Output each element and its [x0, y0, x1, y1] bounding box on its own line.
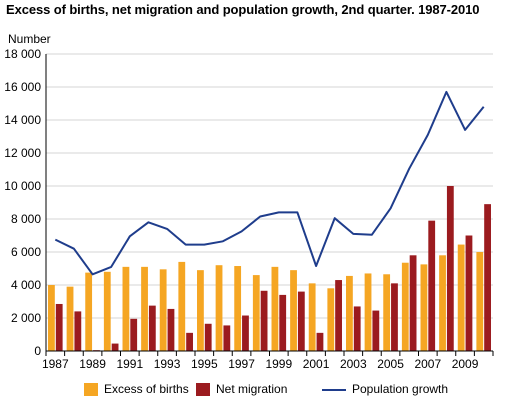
- y-tick-label: 14 000: [4, 113, 41, 127]
- bar-excess-of-births: [234, 266, 242, 351]
- bar-excess-of-births: [308, 283, 316, 351]
- x-tick-label: 1991: [116, 357, 143, 371]
- y-axis-label: Number: [8, 32, 51, 46]
- x-tick-label: 2009: [452, 357, 479, 371]
- bar-net-migration: [446, 186, 454, 351]
- legend-label-population-growth: Population growth: [352, 382, 449, 396]
- x-tick-label: 1989: [79, 357, 106, 371]
- bar-excess-of-births: [327, 288, 335, 351]
- bar-excess-of-births: [271, 266, 279, 351]
- x-tick-label: 1987: [42, 357, 69, 371]
- x-tick-label: 1999: [265, 357, 292, 371]
- y-tick-label: 16 000: [4, 80, 41, 94]
- bar-excess-of-births: [85, 272, 93, 351]
- y-tick-label: 6 000: [11, 245, 41, 259]
- y-tick-label: 18 000: [4, 47, 41, 61]
- legend-label-excess-of-births: Excess of births: [104, 382, 189, 396]
- bar-net-migration: [55, 303, 63, 351]
- bars: [48, 186, 491, 351]
- bar-net-migration: [353, 306, 361, 351]
- y-tick-label: 8 000: [11, 212, 41, 226]
- bar-net-migration: [428, 220, 436, 351]
- bar-net-migration: [484, 204, 491, 351]
- bar-net-migration: [297, 291, 305, 351]
- bar-excess-of-births: [215, 265, 223, 351]
- bar-excess-of-births: [457, 244, 465, 351]
- legend-swatch-excess-of-births: [84, 383, 98, 396]
- population-growth-line-layer: [54, 90, 485, 276]
- bar-net-migration: [260, 290, 268, 351]
- legend-label-net-migration: Net migration: [216, 382, 288, 396]
- bar-net-migration: [391, 283, 398, 351]
- bar-net-migration: [242, 315, 249, 351]
- bar-excess-of-births: [290, 270, 297, 351]
- bar-net-migration: [372, 310, 380, 351]
- x-tick-label: 1997: [228, 357, 255, 371]
- bar-excess-of-births: [401, 262, 409, 351]
- bar-net-migration: [167, 308, 175, 351]
- bar-net-migration: [111, 343, 119, 351]
- x-tick-label: 1993: [154, 357, 181, 371]
- bar-excess-of-births: [252, 275, 260, 351]
- bar-net-migration: [130, 318, 138, 351]
- bar-excess-of-births: [197, 270, 204, 351]
- bar-net-migration: [186, 332, 193, 351]
- bar-excess-of-births: [122, 266, 130, 351]
- bar-net-migration: [279, 294, 287, 351]
- tick-labels: 0 2 000 4 000 6 000 8 000 10 000 12 000 14 000 1…: [4, 47, 478, 371]
- y-tick-label: 10 000: [4, 179, 41, 193]
- bar-net-migration: [335, 280, 342, 351]
- y-tick-label: 4 000: [11, 278, 41, 292]
- bar-excess-of-births: [364, 273, 372, 351]
- bar-excess-of-births: [439, 255, 446, 351]
- bar-excess-of-births: [103, 271, 111, 351]
- bar-net-migration: [316, 332, 324, 351]
- y-tick-label: 12 000: [4, 146, 41, 160]
- axes: [45, 54, 494, 356]
- bar-excess-of-births: [383, 274, 391, 351]
- chart-plot: 0 2 000 4 000 6 000 8 000 10 000 12 000 14 000 1…: [4, 47, 494, 371]
- bar-excess-of-births: [66, 286, 74, 351]
- bar-excess-of-births: [476, 252, 484, 351]
- x-tick-label: 1995: [191, 357, 218, 371]
- x-tick-label: 2005: [377, 357, 404, 371]
- legend: Excess of births Net migration Populatio…: [0, 376, 513, 406]
- bar-excess-of-births: [141, 266, 148, 351]
- bar-net-migration: [223, 325, 231, 351]
- y-tick-label: 2 000: [11, 311, 41, 325]
- bar-excess-of-births: [48, 285, 55, 351]
- bar-net-migration: [409, 255, 417, 351]
- legend-swatch-net-migration: [196, 383, 210, 396]
- bar-excess-of-births: [346, 275, 353, 351]
- x-tick-label: 2003: [340, 357, 367, 371]
- legend-swatch-population-growth: [322, 389, 346, 391]
- population-growth-line: [54, 90, 485, 276]
- bar-net-migration: [465, 235, 473, 351]
- bar-excess-of-births: [178, 261, 186, 351]
- bar-net-migration: [148, 305, 156, 351]
- x-tick-label: 2001: [303, 357, 330, 371]
- bar-excess-of-births: [420, 264, 428, 351]
- bar-net-migration: [204, 323, 212, 351]
- bar-net-migration: [74, 311, 82, 351]
- x-tick-label: 2007: [414, 357, 441, 371]
- y-tick-label: 0: [34, 344, 41, 358]
- chart-title: Excess of births, net migration and popu…: [6, 2, 480, 17]
- bar-excess-of-births: [159, 269, 167, 351]
